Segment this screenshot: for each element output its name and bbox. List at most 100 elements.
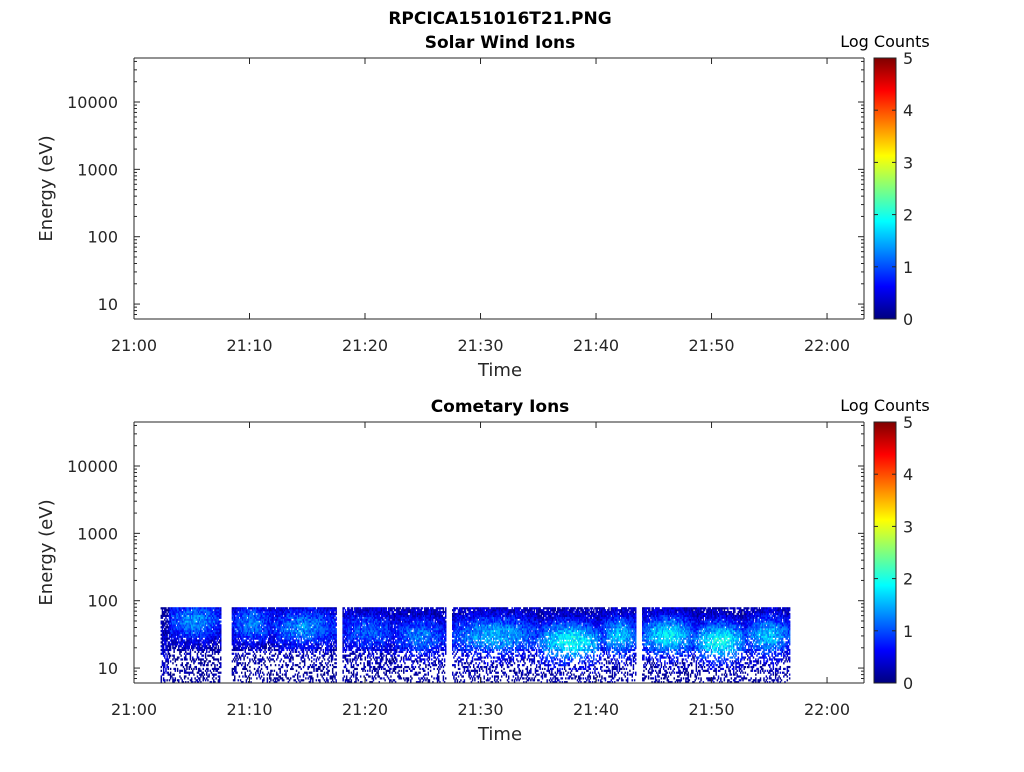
heatmap-cell [187, 649, 188, 651]
heatmap-cell [255, 674, 256, 676]
heatmap-cell [316, 679, 317, 681]
heatmap-cell [372, 641, 373, 643]
heatmap-cell [170, 677, 171, 679]
heatmap-cell [218, 658, 219, 660]
x-tick-label: 21:40 [573, 336, 619, 355]
heatmap-cell [297, 675, 298, 677]
colorbar-tick-label: 3 [903, 153, 913, 172]
heatmap-cell [170, 668, 171, 670]
heatmap-cell [386, 672, 387, 674]
heatmap-cell [361, 624, 362, 626]
heatmap-cell [328, 670, 329, 672]
heatmap-cell [348, 679, 349, 681]
heatmap-cell [284, 670, 285, 672]
heatmap-cell [334, 675, 335, 677]
heatmap-cell [373, 655, 374, 657]
heatmap-cell [184, 639, 185, 641]
heatmap-cell [321, 675, 322, 677]
heatmap-cell [245, 655, 246, 657]
heatmap-cell [316, 651, 317, 653]
heatmap-cell [286, 670, 287, 672]
heatmap-cell [200, 639, 201, 641]
heatmap-cell [166, 655, 167, 657]
heatmap-cell [327, 647, 328, 649]
heatmap-cell [307, 641, 308, 643]
heatmap-cell [233, 653, 234, 655]
heatmap-cell [247, 664, 248, 666]
heatmap-cell [386, 609, 387, 611]
heatmap-cell [278, 632, 279, 634]
heatmap-cell [310, 679, 311, 681]
heatmap-cell [311, 675, 312, 677]
heatmap-cell [193, 668, 194, 670]
heatmap-cell [267, 674, 268, 676]
heatmap-cell [170, 649, 171, 651]
heatmap-cell [277, 655, 278, 657]
heatmap-cell [163, 620, 164, 622]
heatmap-cell [321, 660, 322, 662]
heatmap-cell [368, 651, 369, 653]
heatmap-cell [212, 609, 213, 611]
heatmap-cell [179, 634, 180, 636]
heatmap-cell [220, 626, 221, 628]
heatmap-cell [182, 662, 183, 664]
heatmap-cell [319, 666, 320, 668]
heatmap-cell [361, 617, 362, 619]
heatmap-cell [184, 677, 185, 679]
heatmap-cell [206, 672, 207, 674]
heatmap-cell [265, 638, 266, 640]
heatmap-cell [220, 649, 221, 651]
heatmap-cell [196, 668, 197, 670]
heatmap-cell [335, 662, 336, 664]
heatmap-cell [196, 658, 197, 660]
heatmap-cell [365, 649, 366, 651]
heatmap-cell [234, 675, 235, 677]
heatmap-cell [240, 645, 241, 647]
heatmap-cell [240, 641, 241, 643]
heatmap-cell [319, 656, 320, 658]
heatmap-cell [172, 645, 173, 647]
heatmap-cell [268, 658, 269, 660]
heatmap-cell [386, 660, 387, 662]
colorbar-tick-label: 1 [903, 258, 913, 277]
heatmap-cell [264, 664, 265, 666]
heatmap-cell [353, 639, 354, 641]
heatmap-cell [324, 639, 325, 641]
heatmap-cell [292, 649, 293, 651]
heatmap-cell [318, 658, 319, 660]
heatmap-cell [262, 672, 263, 674]
heatmap-cell [203, 651, 204, 653]
heatmap-cell [263, 679, 264, 681]
heatmap-cell [351, 649, 352, 651]
heatmap-cell [165, 668, 166, 670]
heatmap-cell [236, 639, 237, 641]
heatmap-cell [205, 670, 206, 672]
heatmap-cell [286, 655, 287, 657]
heatmap-cell [383, 638, 384, 640]
heatmap-cell [296, 638, 297, 640]
heatmap-cell [312, 649, 313, 651]
heatmap [161, 607, 791, 683]
heatmap-cell [194, 677, 195, 679]
heatmap-cell [379, 626, 380, 628]
heatmap-cell [288, 656, 289, 658]
heatmap-cell [217, 664, 218, 666]
heatmap-cell [260, 655, 261, 657]
heatmap-cell [257, 670, 258, 672]
heatmap-cell [334, 677, 335, 679]
heatmap-cell [344, 675, 345, 677]
heatmap-cell [278, 649, 279, 651]
heatmap-cell [235, 645, 236, 647]
heatmap-cell [245, 664, 246, 666]
heatmap-cell [267, 666, 268, 668]
heatmap-cell [379, 638, 380, 640]
heatmap-cell [370, 666, 371, 668]
heatmap-cell [348, 670, 349, 672]
heatmap-cell [267, 679, 268, 681]
heatmap-cell [186, 658, 187, 660]
heatmap-cell [367, 656, 368, 658]
heatmap-cell [161, 679, 162, 681]
heatmap-cell [333, 651, 334, 653]
heatmap-cell [182, 670, 183, 672]
